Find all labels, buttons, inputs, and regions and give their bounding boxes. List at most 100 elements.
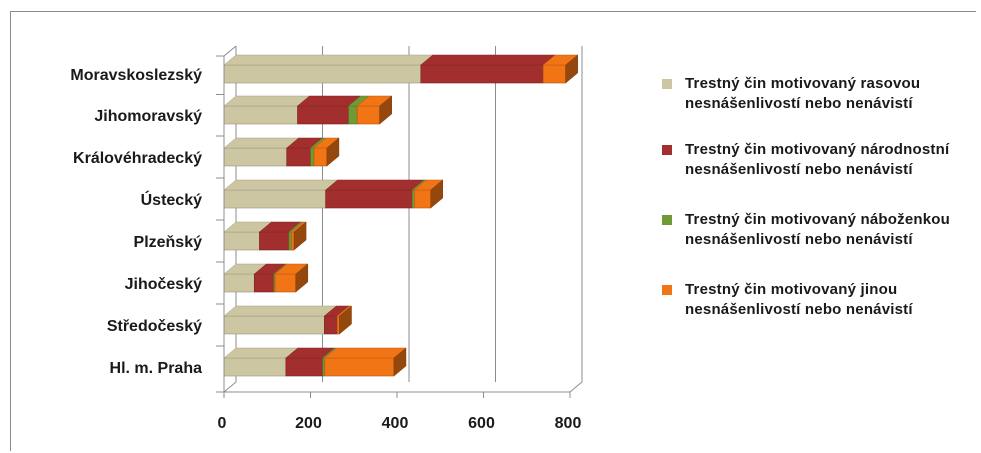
bar-Královéhradecký-series-3 [313,137,340,167]
bar-Jihomoravský-series-3 [356,95,393,125]
bar-Jihočeský-series-1 [253,263,287,293]
bar-front [324,357,395,377]
bar-top [223,95,311,107]
bar-front [223,189,326,209]
category-label-3: Ústecký [141,190,202,209]
bar-side [379,95,392,125]
bar-front [348,105,358,125]
bar-front [253,273,275,293]
bar-Jihočeský-series-3 [274,263,309,293]
bar-front [542,64,566,84]
category-label-0: Moravskoslezský [70,67,202,84]
category-label-5: Jihočeský [125,276,202,293]
x-tick-label-800: 800 [555,415,582,432]
bar-front [420,64,544,84]
x-axis-end-depth [569,381,583,393]
category-label-4: Plzeňský [134,234,203,251]
legend-swatch-rasova [662,79,672,89]
category-label-7: Hl. m. Praha [110,360,203,377]
bar-front [223,64,422,84]
bar-front [288,231,292,251]
bar-side [565,54,578,84]
legend-swatch-narodnostni [662,145,672,155]
category-label-2: Královéhradecký [73,150,202,167]
bar-Jihomoravský-series-1 [296,95,362,125]
bar-Ústecký-series-0 [223,179,339,209]
y-axis-top-depth [223,45,237,57]
bar-Hl. m. Praha-series-3 [324,347,407,377]
bar-Hl. m. Praha-series-0 [223,347,299,377]
bar-front [274,273,297,293]
bar-side [293,221,307,251]
bar-Jihočeský-series-0 [223,263,267,293]
bar-Moravskoslezský-series-3 [542,54,579,84]
bar-Středočeský-series-3 [336,305,353,335]
x-tick-label-600: 600 [468,415,495,432]
bar-Plzeňský-series-0 [223,221,273,251]
bar-side [295,263,309,293]
bar-top [223,179,339,191]
legend-label-narodnostni: Trestný čin motivovaný národnostní nesná… [685,141,950,178]
category-labels: Moravskoslezský Jihomoravský Královéhradec… [70,67,202,377]
x-tick-label-200: 200 [295,415,322,432]
bar-Středočeský-series-0 [223,305,338,335]
bars [223,54,579,377]
bar-front [310,147,315,167]
x-tick-label-0: 0 [218,415,227,432]
bar-top [324,179,425,191]
x-tick-labels: 0 200 400 600 800 [218,415,582,432]
bar-front [337,315,340,335]
bar-Moravskoslezský-series-0 [223,54,434,84]
bar-top [223,305,338,317]
bar-front [297,105,349,125]
bar-front [411,189,415,209]
x-tick-label-400: 400 [382,415,409,432]
bar-side [430,179,443,209]
bar-front [285,357,323,377]
axes [216,45,583,398]
bar-front [223,315,325,335]
bar-Královéhradecký-series-0 [223,137,300,167]
legend-swatch-jina [662,285,672,295]
bar-Ústecký-series-3 [413,179,444,209]
bar-front [356,105,380,125]
x-axis-start-depth [223,381,237,393]
frame-left-border [10,11,11,451]
bar-front [413,189,432,209]
bar-front [223,105,298,125]
legend-swatch-nabozenska [662,215,672,225]
bar-Jihomoravský-series-0 [223,95,311,125]
bar-side [339,305,352,335]
bar-top [223,54,434,66]
bar-top [420,54,556,66]
legend-label-jina: Trestný čin motivovaný jinou nesnášenliv… [685,281,913,318]
category-label-1: Jihomoravský [94,108,202,125]
bar-top [324,347,407,359]
bar-Plzeňský-series-3 [290,221,307,251]
legend-label-nabozenska: Trestný čin motivovaný náboženkou nesnáš… [685,211,950,248]
bar-front [259,231,290,251]
frame-top-border [10,11,976,12]
bar-front [223,357,287,377]
bar-front [313,147,328,167]
bar-side [326,137,340,167]
bar-front [223,273,255,293]
bar-Plzeňský-series-1 [258,221,302,251]
bar-front [325,189,413,209]
bar-front [291,231,295,251]
bar-front [223,231,260,251]
bar-front [322,357,326,377]
category-label-6: Středočeský [107,318,202,335]
bar-front [223,147,288,167]
bar-front [286,147,311,167]
bar-Ústecký-series-1 [324,179,425,209]
legend-label-rasova: Trestný čin motivovaný rasovou nesnášenl… [685,75,921,112]
bar-Moravskoslezský-series-1 [420,54,556,84]
bar-side [393,347,407,377]
bar-top [223,137,300,149]
bar-Středočeský-series-1 [323,305,351,335]
bar-front [324,315,338,335]
bar-top [223,347,299,359]
